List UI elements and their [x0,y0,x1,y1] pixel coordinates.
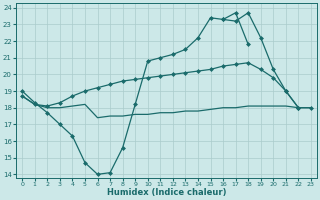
X-axis label: Humidex (Indice chaleur): Humidex (Indice chaleur) [107,188,226,197]
